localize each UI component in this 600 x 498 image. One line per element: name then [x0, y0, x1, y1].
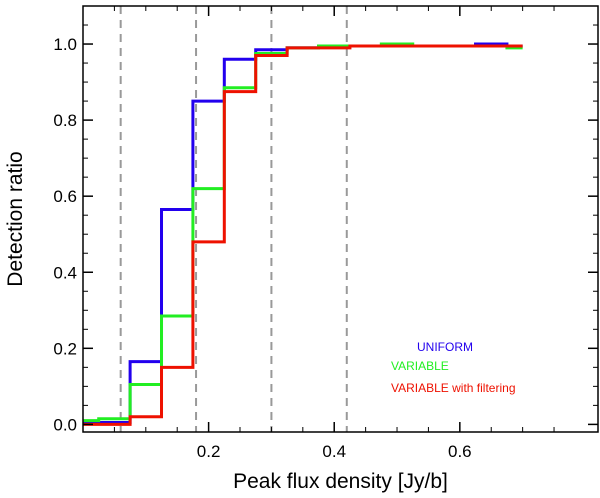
x-axis-label: Peak flux density [Jy/b] — [233, 470, 448, 493]
series-line-variable-with-filtering — [83, 44, 523, 426]
y-tick-label: 0.2 — [53, 339, 77, 358]
axis-ticks: 0.0 0.2 0.4 0.6 0.8 1.0 0.2 0.4 0.6 — [53, 6, 598, 461]
legend-entry-variable-with-filtering: VARIABLE with filtering — [391, 381, 516, 395]
legend-entry-variable: VARIABLE — [391, 359, 449, 373]
x-tick-label: 0.6 — [448, 442, 472, 461]
y-tick-label: 0.8 — [53, 111, 77, 130]
x-tick-label: 0.4 — [322, 442, 346, 461]
series-line-variable — [83, 42, 523, 423]
legend-entry-uniform: UNIFORM — [417, 340, 473, 354]
x-tick-label: 0.2 — [197, 442, 221, 461]
y-tick-label: 0.4 — [53, 263, 77, 282]
reference-lines — [119, 6, 348, 432]
series-line-uniform — [83, 42, 523, 424]
y-axis-label: Detection ratio — [4, 151, 27, 286]
series-group — [83, 42, 523, 426]
y-tick-label: 1.0 — [53, 35, 77, 54]
plot-frame — [82, 5, 599, 433]
y-tick-label: 0.6 — [53, 187, 77, 206]
y-tick-label: 0.0 — [53, 415, 77, 434]
legend: UNIFORM VARIABLE VARIABLE with filtering — [391, 340, 516, 395]
